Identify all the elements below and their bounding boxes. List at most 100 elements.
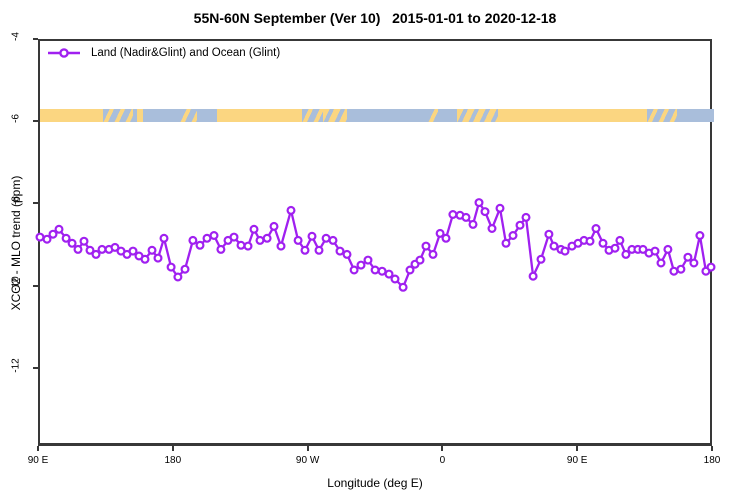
band-segment-mix (102, 109, 133, 123)
data-point (79, 236, 89, 246)
data-point (487, 224, 497, 234)
data-point (286, 205, 296, 215)
data-point (67, 238, 77, 248)
x-tick-mark (441, 446, 444, 451)
land-ocean-band (40, 109, 714, 123)
y-tick-mark (33, 284, 38, 287)
data-point (638, 244, 648, 254)
x-tick-mark (37, 446, 39, 451)
x-tick-mark (171, 446, 174, 451)
y-tick-label: -6 (10, 114, 22, 124)
data-point (255, 235, 265, 245)
data-point (300, 245, 310, 255)
data-point (293, 235, 303, 245)
data-point (307, 231, 317, 241)
data-point (480, 207, 490, 217)
data-point (314, 245, 324, 255)
data-point (689, 258, 699, 268)
data-point (560, 246, 570, 256)
data-point (405, 265, 415, 275)
data-point (166, 262, 176, 272)
band-segment-land (498, 109, 647, 123)
data-point (147, 245, 157, 255)
x-tick-mark (576, 446, 579, 451)
data-point (363, 255, 373, 265)
data-point (229, 232, 239, 242)
data-point (97, 244, 107, 254)
data-point (508, 231, 518, 241)
data-point (216, 244, 226, 254)
band-segment-mix (180, 109, 198, 123)
x-tick-mark (306, 446, 309, 451)
data-point (461, 212, 471, 222)
data-point (48, 229, 58, 239)
data-point (528, 271, 538, 281)
data-point (128, 246, 138, 256)
data-point (669, 266, 679, 276)
data-point (153, 253, 163, 263)
data-point (501, 238, 511, 248)
data-point (42, 234, 52, 244)
data-point (650, 246, 660, 256)
band-segment-ocean (197, 109, 218, 123)
band-segment-ocean (346, 109, 429, 123)
x-tick-label: 180 (164, 455, 182, 466)
data-point (615, 235, 625, 245)
data-point (85, 245, 95, 255)
legend-line-marker-icon (48, 48, 80, 58)
x-axis-label: Longitude (deg E) (327, 476, 423, 490)
x-tick-label: 90 E (27, 455, 49, 466)
plot-area: Land (Nadir&Glint) and Ocean (Glint) (35, 39, 716, 446)
data-point (398, 282, 408, 292)
data-point (676, 264, 686, 274)
data-point (349, 265, 359, 275)
data-point (335, 246, 345, 256)
band-segment-mix (646, 109, 677, 123)
data-point (515, 220, 525, 230)
x-tick-label: 0 (439, 455, 446, 466)
data-point (321, 233, 331, 243)
data-point (695, 231, 705, 241)
data-point (549, 241, 559, 251)
y-tick-label: -4 (10, 32, 22, 41)
data-point (188, 235, 198, 245)
data-point (140, 254, 150, 264)
data-point (536, 254, 546, 264)
band-segment-ocean (676, 109, 714, 123)
data-point (356, 260, 366, 270)
data-point (474, 198, 484, 208)
data-series-svg (35, 198, 716, 292)
legend: Land (Nadir&Glint) and Ocean (Glint) (47, 47, 280, 59)
data-point (173, 272, 183, 282)
data-point (54, 224, 64, 234)
y-axis-label: XCO2 - MLO trend (ppm) (9, 175, 23, 311)
data-point (585, 236, 595, 246)
data-point (683, 252, 693, 262)
trend-line (39, 199, 712, 290)
data-point (663, 244, 673, 254)
data-point (91, 249, 101, 259)
data-point (384, 269, 394, 279)
band-segment-ocean (437, 109, 458, 123)
data-point (159, 233, 169, 243)
data-point (544, 229, 554, 239)
y-tick-label: -8 (10, 196, 22, 206)
data-point (521, 212, 531, 222)
y-tick-label: -10 (10, 275, 22, 291)
x-tick-label: 90 W (295, 455, 320, 466)
band-segment-land (217, 109, 303, 123)
data-point (448, 210, 458, 220)
y-tick-mark (33, 366, 38, 369)
y-tick-mark (33, 202, 38, 205)
data-point (428, 249, 438, 259)
data-point (269, 221, 279, 231)
x-tick-label: 180 (703, 455, 721, 466)
band-segment-mix_land (457, 109, 499, 123)
band-segment-land (40, 109, 103, 123)
data-point (610, 243, 620, 253)
data-point (621, 249, 631, 259)
band-segment-ocean (133, 109, 138, 123)
data-point (180, 264, 190, 274)
band-segment-mix (302, 109, 324, 123)
